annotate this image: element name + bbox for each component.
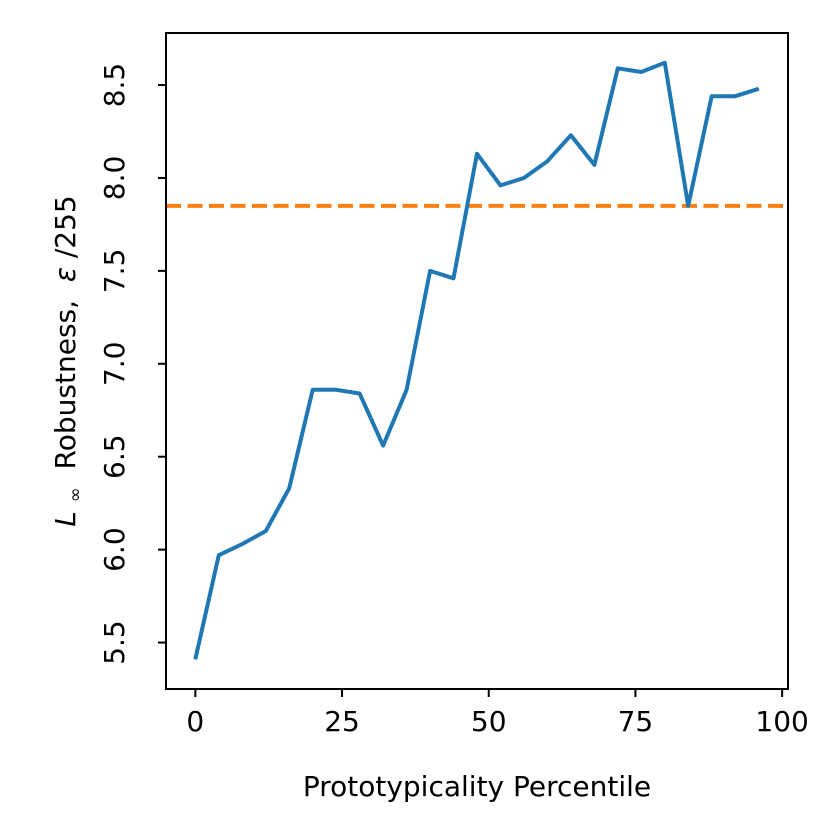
series-line-0 [193,60,760,660]
y-axis-label-infinity: ∞ [65,487,86,502]
data-point [218,554,220,556]
data-point [711,95,713,97]
data-point [758,88,760,90]
data-point [382,445,384,447]
data-point [687,205,689,207]
data-point [194,658,196,660]
plot-frame [165,32,789,690]
x-axis-ticks: 0 25 50 75 100 [186,689,809,738]
data-point [617,67,619,69]
y-axis-label-units: /255 [49,195,82,258]
data-point [734,95,736,97]
data-point [664,62,666,64]
x-tick-label: 25 [324,705,360,738]
data-point [453,277,455,279]
y-tick-label: 5.5 [98,620,131,665]
y-tick-label: 8.5 [98,63,131,108]
data-point [476,153,478,155]
y-axis-label-robustness: Robustness, [49,291,82,478]
data-point [429,270,431,272]
x-tick-label: 0 [186,705,204,738]
data-point [335,389,337,391]
data-point [570,134,572,136]
x-axis-label: Prototypicality Percentile [303,770,651,803]
data-point [499,184,501,186]
y-tick-label: 7.5 [98,249,131,294]
data-point [406,389,408,391]
data-point [312,389,314,391]
data-point [523,177,525,179]
y-tick-label: 6.5 [98,434,131,479]
data-point [640,71,642,73]
y-axis-label-epsilon: ε [49,267,82,282]
y-axis-label-l: L [49,511,82,527]
data-point [241,543,243,545]
data-point [265,530,267,532]
data-point [546,160,548,162]
plot-area [166,60,788,660]
y-tick-label: 6.0 [98,527,131,572]
x-tick-label: 75 [618,705,654,738]
y-tick-label: 8.0 [98,156,131,201]
x-tick-label: 50 [471,705,507,738]
data-point [288,487,290,489]
y-axis-label: L ∞ Robustness, ε /255 [49,195,88,527]
y-tick-label: 7.0 [98,342,131,387]
data-point [359,393,361,395]
y-axis-ticks: 5.5 6.0 6.5 7.0 7.5 8.0 8.5 [98,63,166,665]
x-tick-label: 100 [755,705,808,738]
data-point [593,164,595,166]
